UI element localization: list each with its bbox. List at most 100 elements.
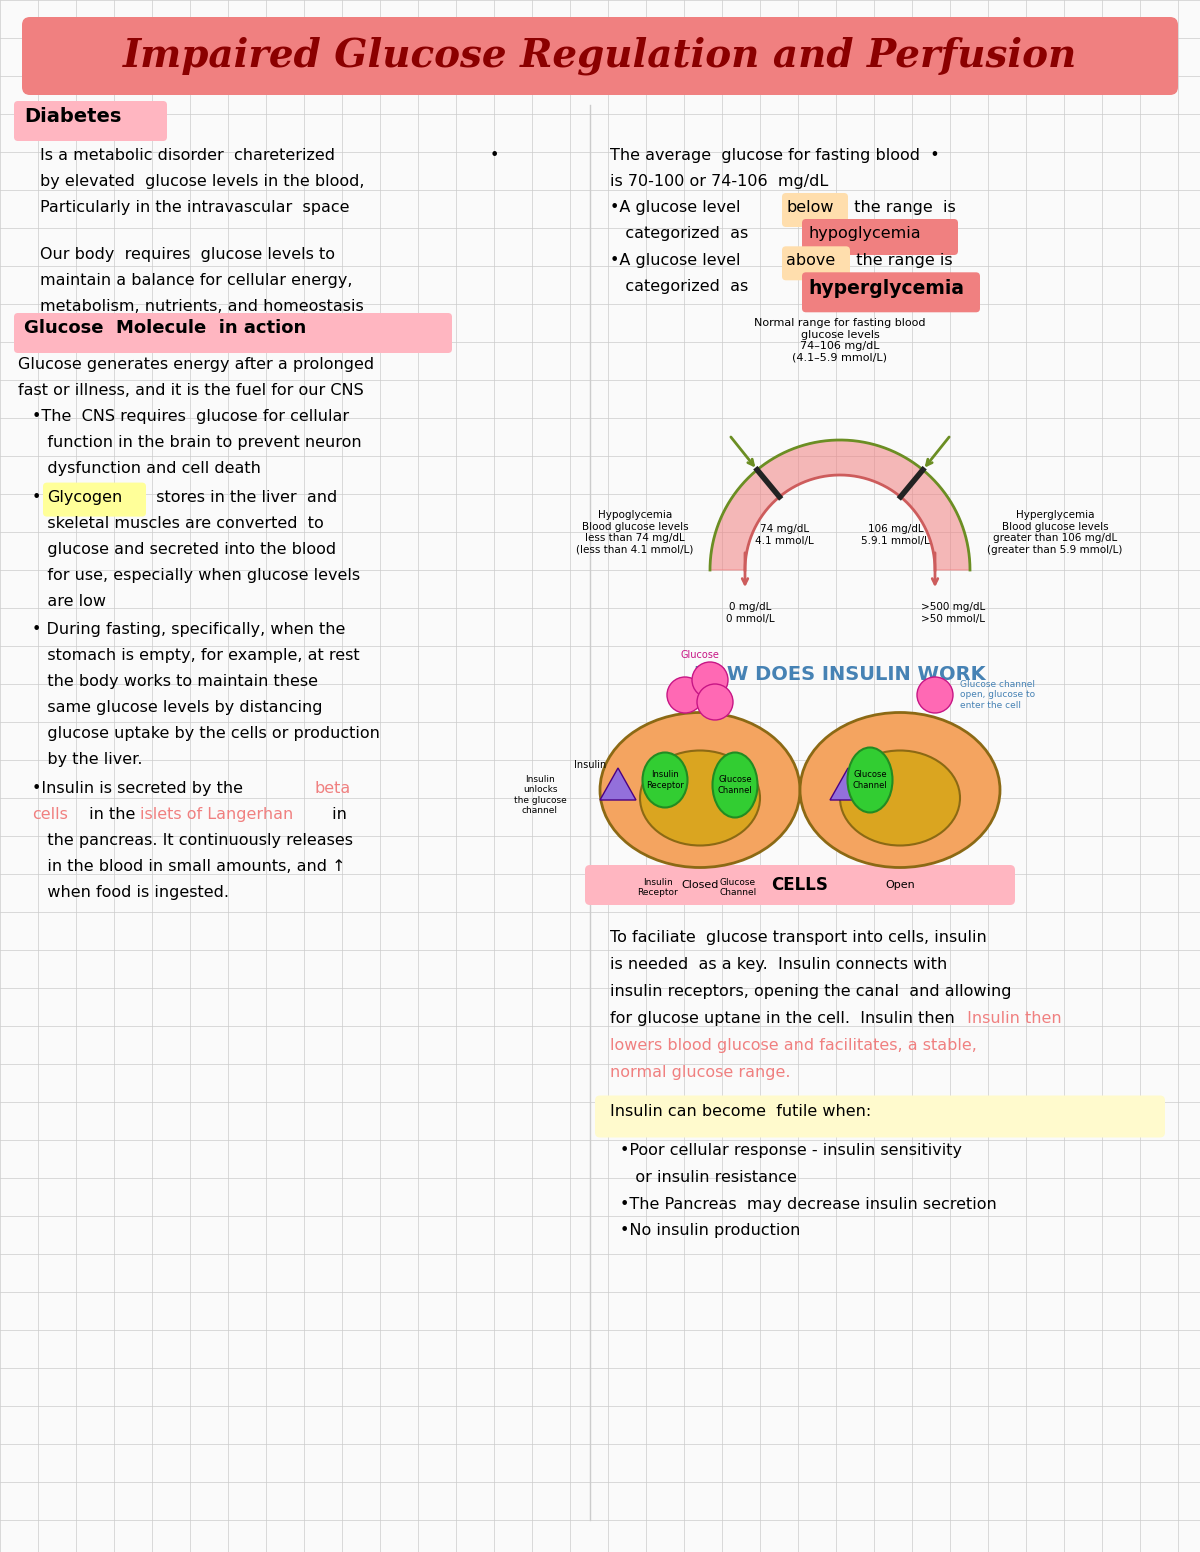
Ellipse shape — [847, 748, 893, 813]
Ellipse shape — [642, 753, 688, 807]
Text: glucose and secreted into the blood: glucose and secreted into the blood — [32, 542, 336, 557]
Text: hyperglycemia: hyperglycemia — [808, 279, 964, 298]
Text: 106 mg/dL
5.9.1 mmol/L: 106 mg/dL 5.9.1 mmol/L — [862, 525, 930, 546]
Text: maintain a balance for cellular energy,: maintain a balance for cellular energy, — [40, 273, 353, 287]
Text: •No insulin production: •No insulin production — [620, 1223, 800, 1238]
FancyBboxPatch shape — [586, 864, 1015, 905]
Text: To faciliate  glucose transport into cells, insulin: To faciliate glucose transport into cell… — [610, 930, 986, 945]
Circle shape — [667, 677, 703, 712]
FancyBboxPatch shape — [595, 1096, 1165, 1138]
FancyBboxPatch shape — [14, 314, 452, 352]
Text: skeletal muscles are converted  to: skeletal muscles are converted to — [32, 515, 324, 531]
Circle shape — [692, 663, 728, 698]
Polygon shape — [830, 768, 866, 799]
Ellipse shape — [600, 712, 800, 868]
Text: for use, especially when glucose levels: for use, especially when glucose levels — [32, 568, 360, 582]
Text: •A glucose level: •A glucose level — [610, 200, 751, 216]
Text: CELLS: CELLS — [772, 875, 828, 894]
Text: •A glucose level: •A glucose level — [610, 253, 751, 268]
Text: stomach is empty, for example, at rest: stomach is empty, for example, at rest — [32, 649, 360, 663]
Text: hypoglycemia: hypoglycemia — [808, 227, 920, 241]
Polygon shape — [710, 441, 970, 570]
Ellipse shape — [713, 753, 757, 818]
Text: Glucose  Molecule  in action: Glucose Molecule in action — [24, 320, 306, 337]
Text: •: • — [32, 489, 47, 504]
FancyBboxPatch shape — [22, 17, 1178, 95]
Text: Closed: Closed — [682, 880, 719, 889]
Text: Glucose: Glucose — [680, 650, 720, 660]
Text: dysfunction and cell death: dysfunction and cell death — [32, 461, 260, 476]
Text: Is a metabolic disorder  chareterized: Is a metabolic disorder chareterized — [40, 147, 335, 163]
FancyBboxPatch shape — [14, 101, 167, 141]
Text: Glucose generates energy after a prolonged: Glucose generates energy after a prolong… — [18, 357, 374, 372]
Text: >500 mg/dL
>50 mmol/L: >500 mg/dL >50 mmol/L — [920, 602, 985, 624]
Text: cells: cells — [32, 807, 68, 823]
Text: Insulin can become  futile when:: Insulin can become futile when: — [610, 1103, 871, 1119]
Text: Glycogen: Glycogen — [47, 489, 122, 504]
Circle shape — [917, 677, 953, 712]
Ellipse shape — [840, 751, 960, 846]
FancyBboxPatch shape — [782, 247, 850, 281]
Text: Glucose
Channel: Glucose Channel — [719, 878, 757, 897]
Text: beta: beta — [314, 781, 350, 796]
Text: Hyperglycemia
Blood glucose levels
greater than 106 mg/dL
(greater than 5.9 mmol: Hyperglycemia Blood glucose levels great… — [988, 511, 1123, 554]
Text: •Poor cellular response - insulin sensitivity: •Poor cellular response - insulin sensit… — [620, 1142, 962, 1158]
Text: HOW DOES INSULIN WORK: HOW DOES INSULIN WORK — [694, 664, 986, 684]
Text: stores in the liver  and: stores in the liver and — [146, 489, 337, 504]
Text: Glucose
Channel: Glucose Channel — [718, 776, 752, 795]
Text: Our body  requires  glucose levels to: Our body requires glucose levels to — [40, 247, 335, 262]
Text: the range  is: the range is — [844, 200, 955, 216]
Ellipse shape — [640, 751, 760, 846]
Text: above: above — [786, 253, 835, 268]
Text: is needed  as a key.  Insulin connects with: is needed as a key. Insulin connects wit… — [610, 958, 947, 972]
Text: categorized  as: categorized as — [610, 227, 758, 241]
Text: the range is: the range is — [846, 253, 953, 268]
Text: function in the brain to prevent neuron: function in the brain to prevent neuron — [32, 435, 361, 450]
FancyBboxPatch shape — [782, 192, 848, 227]
Text: •The Pancreas  may decrease insulin secretion: •The Pancreas may decrease insulin secre… — [620, 1197, 997, 1212]
FancyBboxPatch shape — [802, 219, 958, 255]
Text: below: below — [786, 200, 834, 216]
Circle shape — [697, 684, 733, 720]
Text: by elevated  glucose levels in the blood,: by elevated glucose levels in the blood, — [40, 174, 365, 189]
Text: in the blood in small amounts, and ↑: in the blood in small amounts, and ↑ — [32, 858, 346, 874]
Text: in: in — [326, 807, 347, 823]
Text: Hypoglycemia
Blood glucose levels
less than 74 mg/dL
(less than 4.1 mmol/L): Hypoglycemia Blood glucose levels less t… — [576, 511, 694, 554]
Ellipse shape — [800, 712, 1000, 868]
FancyBboxPatch shape — [802, 272, 980, 312]
Text: insulin receptors, opening the canal  and allowing: insulin receptors, opening the canal and… — [610, 984, 1012, 999]
Text: when food is ingested.: when food is ingested. — [32, 885, 229, 900]
Text: the pancreas. It continuously releases: the pancreas. It continuously releases — [32, 833, 353, 847]
Text: normal glucose range.: normal glucose range. — [610, 1065, 791, 1080]
Text: 0 mg/dL
0 mmol/L: 0 mg/dL 0 mmol/L — [726, 602, 774, 624]
Text: Normal range for fasting blood
glucose levels
74–106 mg/dL
(4.1–5.9 mmol/L): Normal range for fasting blood glucose l… — [755, 318, 925, 363]
Text: for glucose uptane in the cell.  Insulin then: for glucose uptane in the cell. Insulin … — [610, 1010, 955, 1026]
Text: Insulin
unlocks
the glucose
channel: Insulin unlocks the glucose channel — [514, 774, 566, 815]
Text: •: • — [490, 147, 499, 163]
Text: or insulin resistance: or insulin resistance — [620, 1170, 797, 1184]
Text: same glucose levels by distancing: same glucose levels by distancing — [32, 700, 323, 715]
Text: Insulin
Receptor: Insulin Receptor — [646, 770, 684, 790]
Text: Impaired Glucose Regulation and Perfusion: Impaired Glucose Regulation and Perfusio… — [122, 37, 1078, 74]
Text: •The  CNS requires  glucose for cellular: •The CNS requires glucose for cellular — [32, 410, 349, 424]
Text: in the: in the — [84, 807, 140, 823]
FancyBboxPatch shape — [43, 483, 146, 517]
Text: •Insulin is secreted by the: •Insulin is secreted by the — [32, 781, 248, 796]
Text: Insulin
Receptor: Insulin Receptor — [637, 878, 678, 897]
Text: • During fasting, specifically, when the: • During fasting, specifically, when the — [32, 622, 346, 638]
Text: Glucose
Channel: Glucose Channel — [853, 770, 887, 790]
Text: islets of Langerhan: islets of Langerhan — [140, 807, 293, 823]
Text: glucose uptake by the cells or production: glucose uptake by the cells or productio… — [32, 726, 380, 742]
Polygon shape — [600, 768, 636, 799]
Text: The average  glucose for fasting blood  •: The average glucose for fasting blood • — [610, 147, 940, 163]
Text: by the liver.: by the liver. — [32, 753, 143, 767]
Text: categorized  as: categorized as — [610, 279, 758, 295]
Text: metabolism, nutrients, and homeostasis: metabolism, nutrients, and homeostasis — [40, 300, 364, 314]
Text: lowers blood glucose and facilitates, a stable,: lowers blood glucose and facilitates, a … — [610, 1038, 977, 1052]
Text: are low: are low — [32, 593, 106, 608]
Text: Diabetes: Diabetes — [24, 107, 121, 126]
Text: the body works to maintain these: the body works to maintain these — [32, 674, 318, 689]
Text: Particularly in the intravascular  space: Particularly in the intravascular space — [40, 200, 349, 216]
Text: Insulin then: Insulin then — [962, 1010, 1062, 1026]
Text: fast or illness, and it is the fuel for our CNS: fast or illness, and it is the fuel for … — [18, 383, 364, 397]
